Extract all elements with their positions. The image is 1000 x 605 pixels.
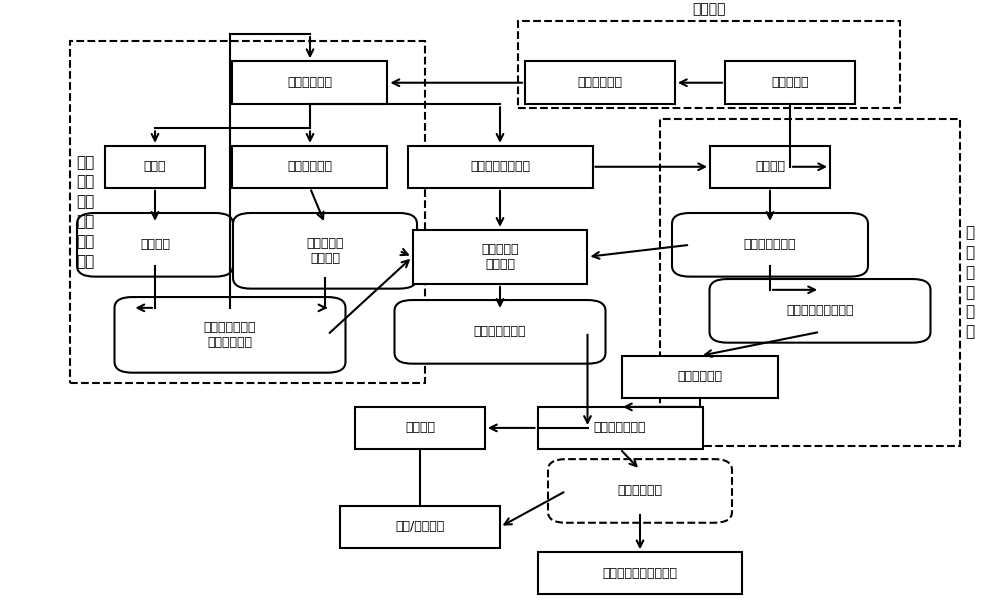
FancyBboxPatch shape: [525, 61, 675, 104]
FancyBboxPatch shape: [709, 279, 930, 342]
FancyBboxPatch shape: [538, 552, 742, 594]
Text: 评估和校正模块: 评估和校正模块: [594, 422, 646, 434]
Text: 能量沉积评估: 能量沉积评估: [678, 370, 722, 384]
FancyBboxPatch shape: [394, 300, 605, 364]
Text: 氦氖激光器: 氦氖激光器: [771, 76, 809, 89]
FancyBboxPatch shape: [77, 213, 233, 276]
FancyBboxPatch shape: [538, 407, 702, 449]
FancyBboxPatch shape: [622, 356, 778, 398]
FancyBboxPatch shape: [548, 459, 732, 523]
Bar: [518, 22, 900, 108]
FancyBboxPatch shape: [355, 407, 485, 449]
Text: 血流速度及血栓状态: 血流速度及血栓状态: [786, 304, 854, 318]
FancyBboxPatch shape: [408, 146, 592, 188]
Text: 皮肤类型: 皮肤类型: [140, 238, 170, 251]
FancyBboxPatch shape: [413, 230, 587, 284]
Text: 目标微血管直径: 目标微血管直径: [744, 238, 796, 251]
Text: 生物
组织
样本
信息
采集
模块: 生物 组织 样本 信息 采集 模块: [76, 155, 94, 269]
Text: 人机/机机接口: 人机/机机接口: [395, 520, 445, 534]
Text: 辐射反方法
分析模块: 辐射反方法 分析模块: [481, 243, 519, 271]
Text: 病例及治疗参数数据库: 病例及治疗参数数据库: [602, 567, 678, 580]
Bar: [660, 119, 960, 446]
FancyBboxPatch shape: [233, 213, 417, 289]
Text: 备用探测光源: 备用探测光源: [578, 76, 622, 89]
Bar: [70, 41, 425, 383]
Text: 皮肤组织模型与
组织光学参数: 皮肤组织模型与 组织光学参数: [204, 321, 256, 349]
Text: 散斑成像: 散斑成像: [755, 160, 785, 173]
Text: 血液生理和
光学参数: 血液生理和 光学参数: [306, 237, 344, 265]
FancyBboxPatch shape: [340, 506, 500, 548]
FancyBboxPatch shape: [232, 61, 387, 104]
Text: 光源模块: 光源模块: [692, 2, 726, 17]
Text: 皮肤组织样本: 皮肤组织样本: [288, 76, 332, 89]
Text: 激光热疗: 激光热疗: [405, 422, 435, 434]
Text: 目标微血管深度: 目标微血管深度: [474, 325, 526, 338]
FancyBboxPatch shape: [725, 61, 855, 104]
Text: 激光治疗参数: 激光治疗参数: [618, 485, 662, 497]
Text: 散
斑
成
像
模
块: 散 斑 成 像 模 块: [965, 225, 975, 339]
Text: 精密反射信号测量: 精密反射信号测量: [470, 160, 530, 173]
FancyBboxPatch shape: [672, 213, 868, 276]
FancyBboxPatch shape: [114, 297, 346, 373]
FancyBboxPatch shape: [105, 146, 205, 188]
Text: 静脉血液检测: 静脉血液检测: [288, 160, 332, 173]
FancyBboxPatch shape: [710, 146, 830, 188]
FancyBboxPatch shape: [232, 146, 387, 188]
Text: 皮肤镜: 皮肤镜: [144, 160, 166, 173]
